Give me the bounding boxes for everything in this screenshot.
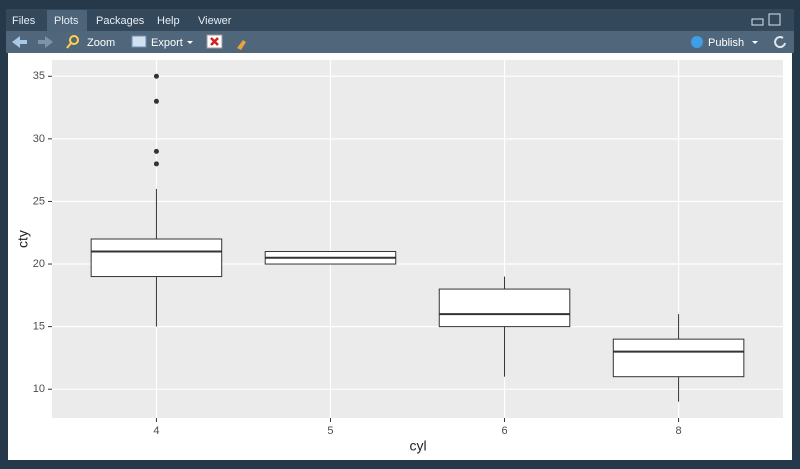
tab[interactable]: Plots xyxy=(54,15,79,27)
remove-icon xyxy=(210,37,219,46)
x-tick-label: 6 xyxy=(501,425,507,437)
export-button[interactable]: Export xyxy=(151,37,183,49)
tab-bar xyxy=(6,9,794,31)
tab[interactable]: Help xyxy=(157,15,180,27)
outlier xyxy=(153,98,159,104)
box xyxy=(612,338,745,378)
zoom-icon xyxy=(66,42,72,49)
tab[interactable]: Files xyxy=(12,15,36,27)
x-tick-label: 8 xyxy=(676,425,682,437)
zoom-icon xyxy=(69,35,79,45)
back-button[interactable] xyxy=(12,36,27,48)
y-tick-label: 10 xyxy=(33,383,45,395)
box xyxy=(90,238,223,278)
y-tick-label: 25 xyxy=(33,195,45,207)
publish-button[interactable]: Publish xyxy=(708,37,744,49)
x-tick-label: 4 xyxy=(153,425,159,437)
refresh[interactable] xyxy=(774,36,786,49)
publish-icon xyxy=(691,36,703,48)
tab[interactable]: Viewer xyxy=(198,15,232,27)
x-tick-label: 5 xyxy=(327,425,333,437)
y-tick-label: 35 xyxy=(33,70,45,82)
minimize[interactable] xyxy=(751,18,764,26)
y-tick-label: 15 xyxy=(33,321,45,333)
outlier xyxy=(153,73,159,79)
zoom-button[interactable]: Zoom xyxy=(87,37,115,49)
dropdown xyxy=(752,41,758,44)
box xyxy=(438,288,571,328)
active-tab xyxy=(47,10,87,31)
x-axis-label: cyl xyxy=(409,438,426,454)
outlier xyxy=(153,148,159,154)
forward-button[interactable] xyxy=(38,36,53,48)
tab[interactable]: Packages xyxy=(96,15,145,27)
y-axis-label: cty xyxy=(15,230,31,248)
clear-all[interactable] xyxy=(237,40,246,50)
maximize[interactable] xyxy=(768,13,781,26)
toolbar xyxy=(6,31,794,53)
y-tick-label: 20 xyxy=(33,258,45,270)
dropdown xyxy=(187,41,193,44)
outlier xyxy=(153,161,159,167)
export-icon xyxy=(131,35,147,48)
y-tick-label: 30 xyxy=(33,133,45,145)
